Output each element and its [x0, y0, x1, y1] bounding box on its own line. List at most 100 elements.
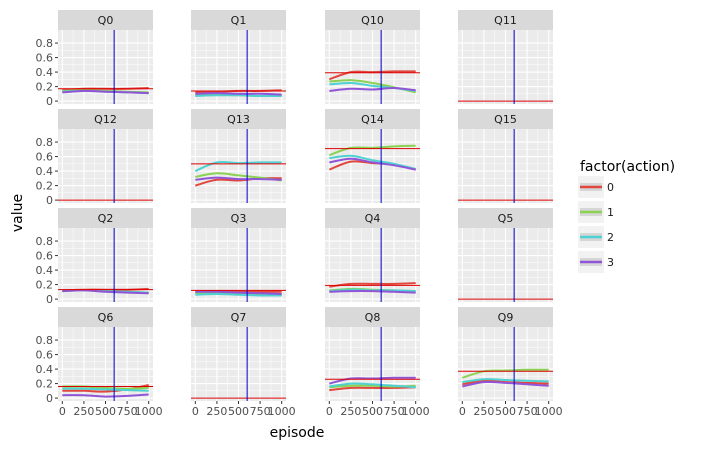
- facet-panel: Q1: [191, 10, 286, 104]
- series-line-3: [329, 376, 416, 385]
- facet-label: Q9: [498, 311, 514, 324]
- x-tick-label: 0: [459, 405, 466, 418]
- y-tick-label: 0: [46, 194, 53, 207]
- y-tick-label: 0.6: [36, 52, 54, 65]
- y-tick-label: 0.4: [36, 165, 54, 178]
- series-line-3: [329, 157, 416, 171]
- series-line-2: [195, 94, 282, 98]
- facet-label: Q2: [98, 212, 114, 225]
- series-line-0: [328, 70, 416, 81]
- x-tick-label: 750: [250, 405, 271, 418]
- facet-strip: [58, 307, 153, 327]
- x-tick-label: 500: [362, 405, 383, 418]
- facet-strip: [458, 109, 553, 129]
- x-tick-label: 0: [59, 405, 66, 418]
- series-line-2: [194, 160, 282, 173]
- y-tick-label: 0.8: [36, 136, 54, 149]
- series-line-3: [62, 393, 149, 398]
- x-tick-label: 1000: [402, 405, 430, 418]
- facet-panel: Q11: [458, 10, 553, 104]
- series-line-2: [195, 292, 282, 297]
- facet-panel: Q14: [325, 109, 420, 203]
- facet-strip: [458, 10, 553, 30]
- series-line-0: [329, 386, 416, 392]
- legend-label: 0: [607, 181, 614, 194]
- series-line-0: [329, 282, 416, 288]
- y-tick-label: 0.2: [36, 81, 54, 94]
- facet-strip: [191, 10, 286, 30]
- facet-strip: [458, 307, 553, 327]
- facet-strip: [58, 10, 153, 30]
- facet-panel: Q3: [191, 208, 286, 302]
- x-tick-label: 250: [73, 405, 94, 418]
- facet-strip: [58, 208, 153, 228]
- series-line-2: [329, 382, 416, 389]
- x-tick-label: 250: [206, 405, 227, 418]
- y-tick-label: 0.2: [36, 180, 54, 193]
- facet-panel: Q0 00.2 0.40.6 0.8: [36, 10, 153, 108]
- facet-label: Q8: [365, 311, 381, 324]
- x-tick-label: 500: [495, 405, 516, 418]
- series-line-3: [462, 380, 549, 388]
- x-tick-label: 500: [228, 405, 249, 418]
- facet-strip: [325, 109, 420, 129]
- legend: factor(action) 0 1 2 3: [578, 159, 675, 273]
- series-line-1: [461, 368, 549, 379]
- series-line-3: [62, 289, 149, 295]
- facet-panel: Q10: [325, 10, 420, 104]
- legend-label: 3: [607, 256, 614, 269]
- x-tick-label: 500: [95, 405, 116, 418]
- facet-panel: Q4: [325, 208, 420, 302]
- x-tick-label: 0: [326, 405, 333, 418]
- facet-strip: [191, 307, 286, 327]
- legend-label: 1: [607, 206, 614, 219]
- legend-title: factor(action): [580, 159, 675, 175]
- facet-label: Q15: [494, 113, 517, 126]
- series-line-2: [462, 378, 549, 384]
- series-line-2: [62, 387, 149, 392]
- series-line-3: [329, 290, 416, 294]
- x-tick-label: 1000: [268, 405, 296, 418]
- facet-label: Q3: [231, 212, 247, 225]
- y-tick-label: 0.6: [36, 250, 54, 263]
- y-tick-label: 0: [46, 293, 53, 306]
- facet-panel: Q12 00.2 0.40.6 0.8: [36, 109, 153, 207]
- x-tick-label: 1000: [535, 405, 563, 418]
- series-line-3: [62, 89, 149, 95]
- y-tick-label: 0: [46, 392, 53, 405]
- facet-panel: Q5: [458, 208, 553, 302]
- y-tick-label: 0.8: [36, 37, 54, 50]
- facet-strip: [325, 10, 420, 30]
- legend-label: 2: [607, 231, 614, 244]
- series-line-1: [328, 144, 416, 157]
- facet-strip: [325, 208, 420, 228]
- x-tick-label: 750: [517, 405, 538, 418]
- facet-label: Q14: [361, 113, 384, 126]
- series-line-3: [195, 290, 282, 295]
- x-tick-label: 0: [192, 405, 199, 418]
- y-tick-label: 0.4: [36, 363, 54, 376]
- y-tick-label: 0.4: [36, 264, 54, 277]
- y-tick-label: 0.2: [36, 279, 54, 292]
- facet-label: Q6: [98, 311, 114, 324]
- facet-label: Q11: [494, 14, 517, 27]
- x-tick-label: 1000: [135, 405, 163, 418]
- x-tick-label: 750: [384, 405, 405, 418]
- x-tick-label: 250: [340, 405, 361, 418]
- facet-label: Q0: [98, 14, 114, 27]
- facet-strip: [191, 109, 286, 129]
- facet-label: Q4: [365, 212, 381, 225]
- series-line-3: [195, 176, 282, 181]
- y-tick-label: 0.8: [36, 334, 54, 347]
- facet-panel: Q13: [191, 109, 286, 203]
- facet-label: Q7: [231, 311, 247, 324]
- facet-panel: Q2 00.2 0.40.6 0.8: [36, 208, 153, 306]
- x-tick-label: 250: [473, 405, 494, 418]
- facet-label: Q1: [231, 14, 247, 27]
- y-axis-title: value: [10, 194, 26, 232]
